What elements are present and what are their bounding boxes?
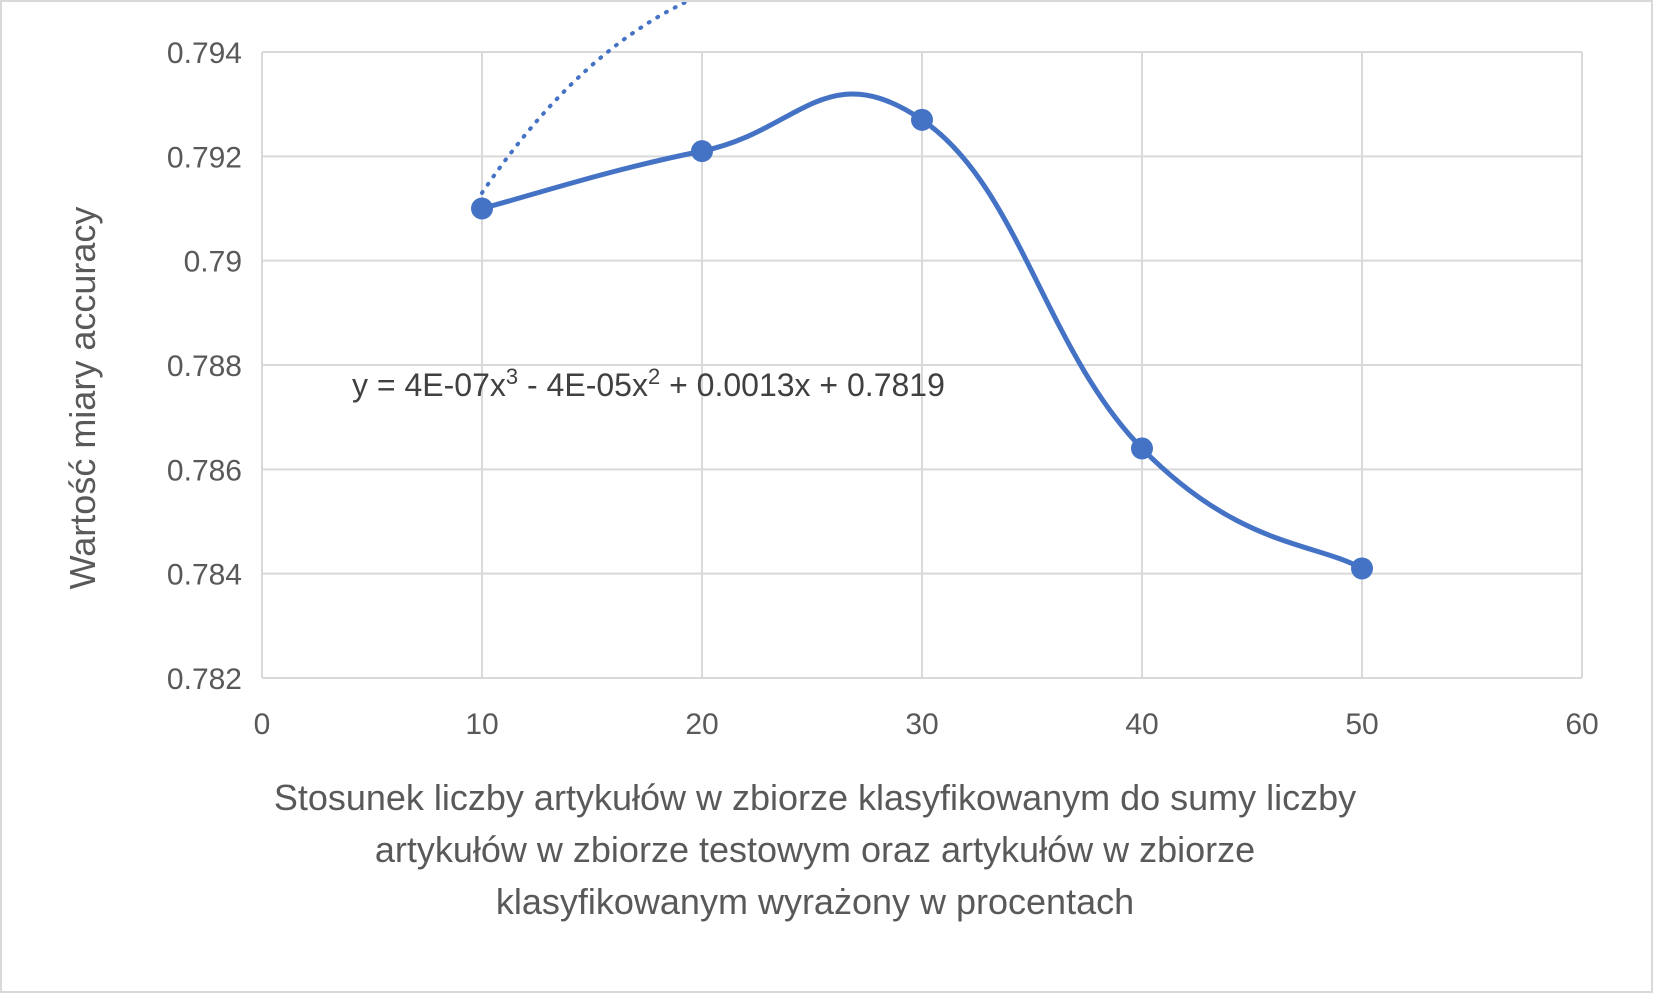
tick-labels: 0.782 0.784 0.786 0.788 0.79 0.792 0.794 0 10 20 3… (167, 37, 1599, 741)
y-tick-label: 0.794 (167, 37, 242, 70)
series-line (479, 91, 1365, 571)
data-point (1131, 437, 1153, 460)
data-point (691, 140, 713, 163)
x-tick-label: 20 (685, 708, 718, 741)
x-tick-label: 50 (1345, 708, 1378, 741)
y-tick-label: 0.786 (167, 454, 242, 487)
y-tick-label: 0.784 (167, 559, 242, 592)
x-tick-label: 60 (1565, 708, 1598, 741)
grid (261, 51, 1583, 679)
series-layer (471, 91, 1373, 580)
x-tick-label: 30 (905, 708, 938, 741)
y-axis-title: Wartość miary accuracy (62, 207, 103, 590)
y-tick-label: 0.79 (184, 246, 242, 279)
x-axis-title-line-3: klasyfikowanym wyrażony w procentach (496, 881, 1134, 922)
x-axis-title-line-1: Stosunek liczby artykułów w zbiorze klas… (274, 777, 1356, 818)
y-tick-label: 0.792 (167, 141, 242, 174)
x-tick-label: 40 (1125, 708, 1158, 741)
data-point (471, 197, 493, 220)
y-tick-label: 0.782 (167, 663, 242, 696)
y-tick-label: 0.788 (167, 350, 242, 383)
x-tick-label: 0 (254, 708, 271, 741)
x-tick-label: 10 (465, 708, 498, 741)
data-point (911, 108, 933, 131)
trendline-equation: y = 4E-07x3 - 4E-05x2 + 0.0013x + 0.7819 (352, 364, 945, 403)
x-axis-title-line-2: artykułów w zbiorze testowym oraz artyku… (375, 829, 1255, 870)
data-point (1351, 557, 1373, 580)
